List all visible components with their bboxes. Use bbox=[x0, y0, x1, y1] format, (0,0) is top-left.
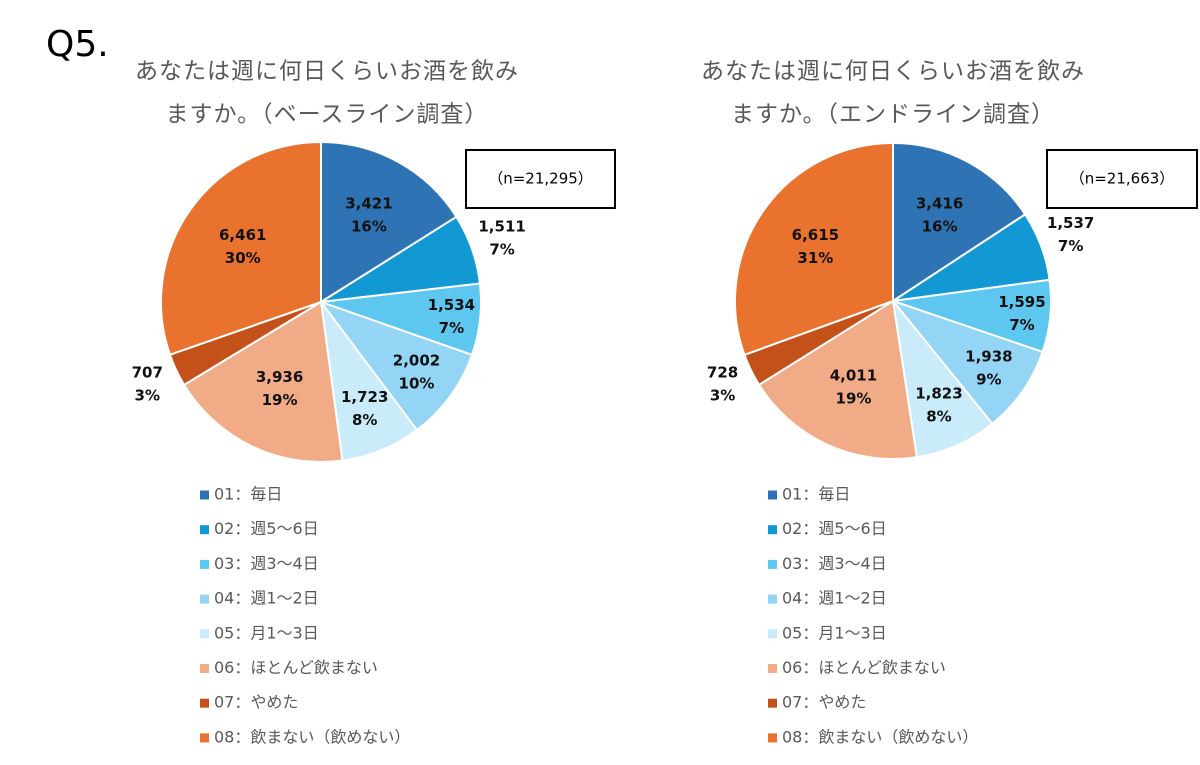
legend-swatch bbox=[200, 559, 209, 569]
legend-label: 03：週3～4日 bbox=[782, 554, 887, 573]
legend-swatch bbox=[200, 490, 209, 500]
legend-label: 08：飲まない（飲めない） bbox=[214, 727, 410, 746]
percent-label: 10% bbox=[399, 374, 435, 392]
percent-label: 7% bbox=[489, 241, 514, 259]
chart-title: ますか。（エンドライン調査） bbox=[731, 102, 1055, 128]
legend-label: 07：やめた bbox=[214, 693, 298, 712]
legend-label: 03：週3～4日 bbox=[214, 554, 319, 573]
note: （n=21,295） bbox=[488, 170, 593, 188]
chart-title: あなたは週に何日くらいお酒を飲み bbox=[135, 59, 519, 85]
percent-label: 7% bbox=[1009, 316, 1034, 334]
value-label: 728 bbox=[707, 364, 738, 382]
percent-label: 16% bbox=[922, 217, 958, 235]
percent-label: 9% bbox=[976, 370, 1001, 388]
legend-swatch bbox=[200, 733, 209, 743]
percent-label: 8% bbox=[352, 411, 377, 429]
legend-label: 02：週5～6日 bbox=[214, 519, 319, 538]
pie-slice bbox=[892, 141, 1027, 303]
legend-label: 02：週5～6日 bbox=[782, 519, 887, 538]
value-label: 3,936 bbox=[256, 368, 303, 386]
note: （n=21,663） bbox=[1070, 170, 1175, 188]
legend-swatch bbox=[200, 629, 209, 639]
pie-slice bbox=[734, 141, 894, 357]
percent-label: 30% bbox=[225, 249, 261, 267]
percent-label: 19% bbox=[262, 391, 298, 409]
percent-label: 31% bbox=[797, 249, 833, 267]
legend-label: 05：月1～3日 bbox=[782, 623, 887, 642]
legend-swatch bbox=[200, 698, 209, 708]
legend-label: 08：飲まない（飲めない） bbox=[782, 727, 978, 746]
value-label: 1,595 bbox=[998, 293, 1045, 311]
value-label: 707 bbox=[132, 363, 163, 381]
legend-label: 01：毎日 bbox=[782, 485, 850, 504]
value-label: 6,461 bbox=[219, 226, 266, 244]
legend-swatch bbox=[768, 594, 777, 604]
pie-slice bbox=[318, 299, 474, 432]
legend-swatch bbox=[200, 664, 209, 673]
note-box bbox=[465, 149, 616, 209]
value-label: 6,615 bbox=[792, 226, 839, 244]
legend-swatch bbox=[768, 525, 777, 535]
legend-label: 06：ほとんど飲まない bbox=[214, 658, 378, 677]
value-label: 1,537 bbox=[1047, 214, 1094, 232]
percent-label: 3% bbox=[135, 386, 160, 404]
legend-swatch bbox=[768, 664, 777, 673]
pie-slice bbox=[320, 140, 458, 304]
legend-swatch bbox=[768, 698, 777, 708]
percent-label: 8% bbox=[926, 408, 951, 426]
percent-label: 19% bbox=[836, 390, 872, 408]
percent-label: 7% bbox=[1058, 237, 1083, 255]
legend-label: 07：やめた bbox=[782, 693, 866, 712]
value-label: 1,723 bbox=[341, 388, 388, 406]
legend-label: 05：月1～3日 bbox=[214, 623, 319, 642]
value-label: 1,823 bbox=[915, 385, 962, 403]
value-label: 4,011 bbox=[830, 367, 877, 385]
legend-swatch bbox=[768, 733, 777, 743]
chart-title: ますか。（ベースライン調査） bbox=[166, 102, 489, 128]
legend-label: 01：毎日 bbox=[214, 485, 282, 504]
pie-slice bbox=[182, 300, 344, 463]
legend-label: 04：週1～2日 bbox=[214, 589, 319, 608]
legend-swatch bbox=[200, 525, 209, 535]
legend-swatch bbox=[768, 490, 777, 500]
note-box bbox=[1046, 149, 1198, 209]
value-label: 3,421 bbox=[345, 195, 392, 213]
legend-swatch bbox=[768, 559, 777, 569]
legend-swatch bbox=[200, 594, 209, 604]
legend-label: 04：週1～2日 bbox=[782, 589, 887, 608]
pie-slice bbox=[757, 299, 918, 460]
percent-label: 16% bbox=[351, 218, 387, 236]
pie-slice bbox=[160, 140, 322, 356]
value-label: 1,511 bbox=[478, 218, 525, 236]
chart-title: あなたは週に何日くらいお酒を飲み bbox=[701, 59, 1085, 85]
value-label: 1,534 bbox=[428, 296, 475, 314]
legend-label: 06：ほとんど飲まない bbox=[782, 658, 946, 677]
percent-label: 7% bbox=[439, 319, 464, 337]
heading: Q5. bbox=[46, 24, 109, 65]
value-label: 3,416 bbox=[916, 194, 963, 212]
value-label: 1,938 bbox=[965, 347, 1012, 365]
percent-label: 3% bbox=[710, 387, 735, 405]
legend-swatch bbox=[768, 629, 777, 639]
pie-slice bbox=[890, 298, 1044, 426]
value-label: 2,002 bbox=[393, 351, 440, 369]
